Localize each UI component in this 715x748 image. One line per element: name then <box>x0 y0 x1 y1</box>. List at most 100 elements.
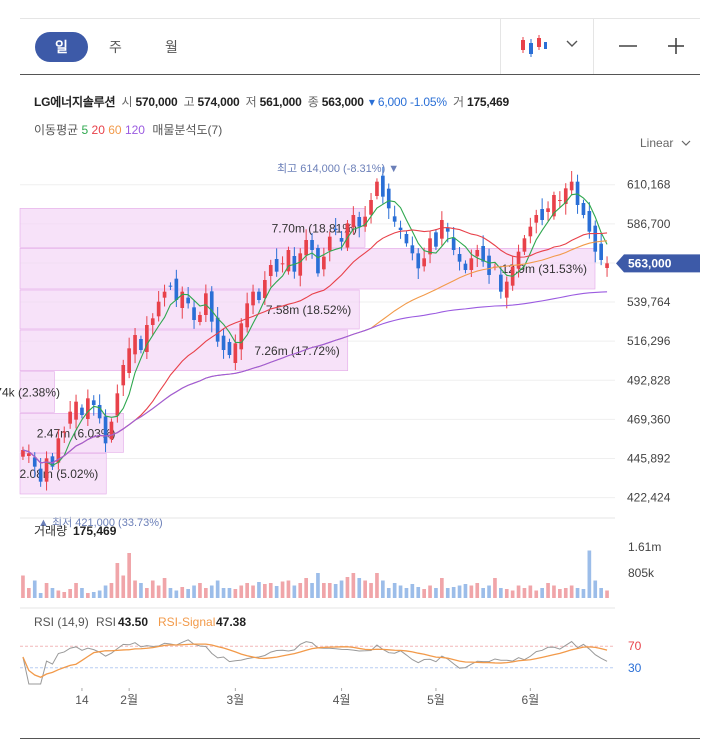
candle <box>127 348 131 373</box>
candle <box>563 188 568 204</box>
volume-bar <box>162 578 167 598</box>
candle <box>499 274 503 292</box>
tab-week[interactable]: 주 <box>109 39 122 55</box>
rsi-level-label: 70 <box>628 639 642 653</box>
candle <box>386 188 391 209</box>
candle <box>416 253 421 269</box>
volume-label: 거 <box>452 95 464 109</box>
volume-title-value: 175,469 <box>73 524 117 538</box>
candle <box>381 175 385 197</box>
ma60-label: 60 <box>108 123 122 137</box>
candle <box>546 208 550 212</box>
candle <box>274 259 279 272</box>
candle <box>251 291 255 306</box>
candle <box>86 398 90 419</box>
minus-icon[interactable] <box>618 38 638 54</box>
volume-bar <box>68 589 72 598</box>
tab-day[interactable]: 일 <box>35 32 88 62</box>
volume-bar <box>575 588 580 598</box>
tab-month[interactable]: 월 <box>165 39 178 55</box>
volume-bar <box>581 589 586 598</box>
plus-icon[interactable] <box>667 37 685 55</box>
volume-bar <box>434 588 438 598</box>
candle <box>540 209 544 220</box>
volume-bar <box>475 583 480 598</box>
volume-bar <box>457 585 462 598</box>
candle <box>434 232 438 247</box>
current-price-label: 563,000 <box>628 256 672 270</box>
ma5-label: 5 <box>81 123 89 137</box>
volume-bar <box>504 589 509 598</box>
volume-bar <box>80 588 84 598</box>
candle <box>186 297 190 304</box>
candle <box>162 291 167 298</box>
candlestick-icon[interactable] <box>518 34 548 58</box>
volume-bar <box>351 573 356 598</box>
candle <box>156 301 161 317</box>
moving-average-legend[interactable]: 이동평균 5 20 60 120 매물분석도(7) <box>34 121 222 138</box>
volume-bar <box>499 588 503 598</box>
y-tick-label: 586,700 <box>627 217 671 231</box>
candle <box>575 181 580 205</box>
volume-bar <box>103 585 108 598</box>
candle <box>221 335 226 350</box>
candle <box>363 216 367 227</box>
volume-profile-label: 7.70m (18.81%) <box>272 221 357 235</box>
volume-bar <box>192 585 196 598</box>
candle <box>239 323 244 350</box>
close-value: 563,000 <box>321 95 364 109</box>
candle <box>316 248 320 274</box>
ma20-label: 20 <box>91 123 105 137</box>
volume-profile-bar <box>19 371 55 413</box>
volume-bar <box>86 593 90 598</box>
scale-selector[interactable]: Linear <box>640 136 691 150</box>
volume-bar <box>245 583 249 598</box>
candle <box>569 181 574 191</box>
candle <box>133 335 137 355</box>
volume-bar <box>333 584 338 598</box>
high-value: 574,000 <box>197 95 240 109</box>
candle <box>109 421 114 440</box>
volume-bar <box>310 583 314 598</box>
volume-bar <box>38 593 43 598</box>
candle <box>469 258 474 270</box>
volume-bar <box>386 588 391 598</box>
candle <box>333 228 338 230</box>
candle <box>150 318 155 325</box>
volume-bar <box>422 589 426 598</box>
volume-bar <box>292 585 297 598</box>
candle <box>422 258 426 267</box>
volume-bar <box>268 583 273 598</box>
volume-bar <box>487 585 491 598</box>
volume-bar <box>392 583 397 598</box>
volume-bar <box>445 588 450 598</box>
toolbar-bottom-border <box>20 74 700 75</box>
volume-bar <box>516 585 521 598</box>
volume-bar <box>416 587 421 598</box>
candle <box>198 315 202 322</box>
candle <box>280 263 285 265</box>
candle <box>581 203 586 215</box>
volume-bar <box>56 590 61 598</box>
candle <box>56 438 61 463</box>
rsi-label: RSI <box>96 615 116 629</box>
volume-bar <box>493 578 497 598</box>
top-border <box>20 18 700 19</box>
volume-bar <box>304 578 308 598</box>
candle <box>351 215 356 228</box>
candle <box>428 238 432 255</box>
candle <box>91 400 96 405</box>
candle <box>552 195 556 217</box>
volume-bar <box>510 590 515 598</box>
candle <box>375 181 379 196</box>
candle <box>593 225 598 252</box>
volume-bar <box>215 580 220 598</box>
candle <box>404 234 409 244</box>
chevron-down-icon[interactable] <box>566 40 578 48</box>
candle <box>227 342 232 355</box>
volume-bar <box>174 590 179 598</box>
volume-bar <box>115 563 120 598</box>
candle <box>21 450 25 457</box>
candle <box>410 245 415 254</box>
